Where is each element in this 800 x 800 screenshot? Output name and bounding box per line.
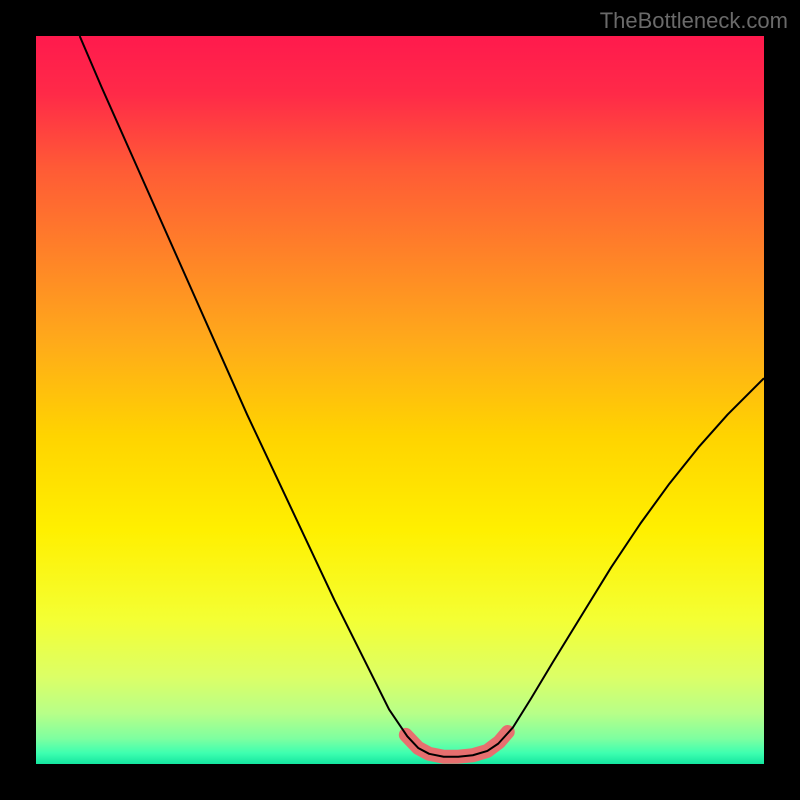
highlight-segment	[406, 732, 508, 757]
plot-area	[36, 36, 764, 764]
watermark-text: TheBottleneck.com	[600, 8, 788, 34]
chart-container: TheBottleneck.com	[0, 0, 800, 800]
bottleneck-curve	[80, 36, 764, 757]
curve-layer	[36, 36, 764, 764]
